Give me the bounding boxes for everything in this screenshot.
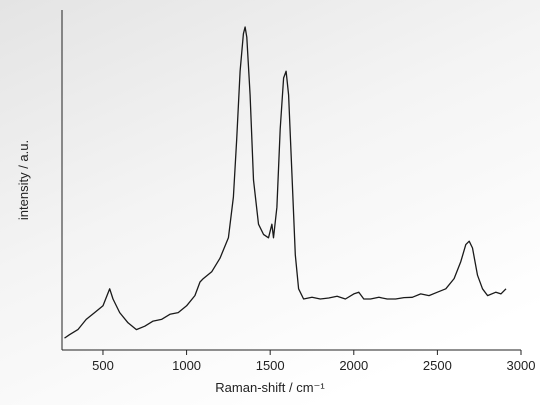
y-axis-label: intensity / a.u. [16, 140, 31, 220]
x-tick-label: 3000 [507, 358, 536, 373]
x-tick-label: 500 [92, 358, 114, 373]
x-axis-label: Raman-shift / cm⁻¹ [215, 380, 325, 395]
x-tick-label: 1500 [256, 358, 285, 373]
spectrum-line [64, 26, 507, 339]
x-tick-label: 2000 [339, 358, 368, 373]
x-tick-label: 2500 [423, 358, 452, 373]
x-tick-label: 1000 [172, 358, 201, 373]
